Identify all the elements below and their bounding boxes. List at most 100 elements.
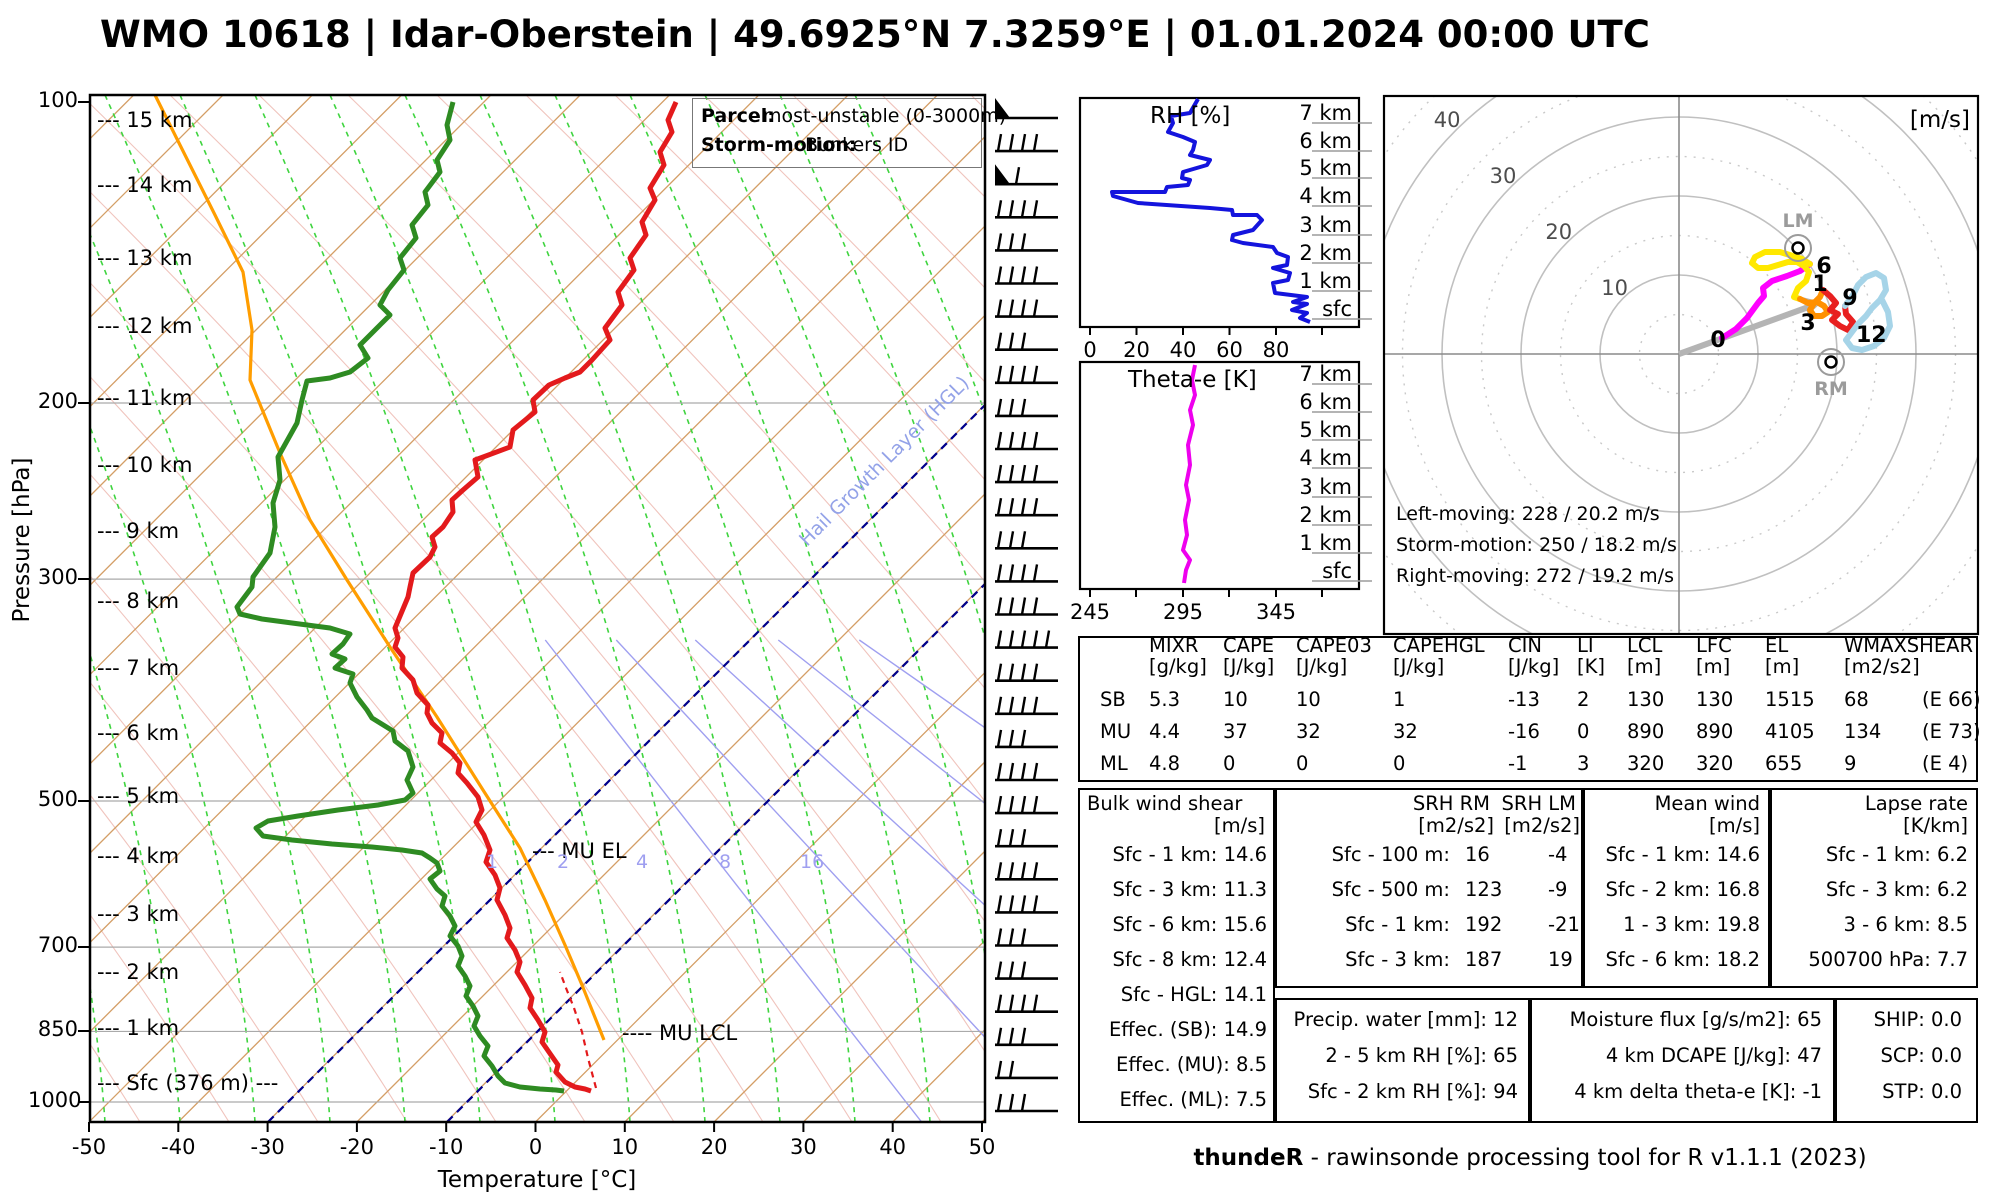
thetae-level-label: 2 km xyxy=(1299,503,1352,527)
parcel-table-header: CIN xyxy=(1508,634,1542,657)
temperature-tick-label: 20 xyxy=(700,1135,728,1159)
height-label: --- 2 km xyxy=(97,960,180,984)
moisture-flux-row: 4 km delta theta-e [K]: -1 xyxy=(1574,1080,1822,1103)
mean-wind-title: Mean wind xyxy=(1654,792,1760,815)
parcel-cell-effective: (E 73) xyxy=(1922,720,1981,743)
dry-adiabat-line xyxy=(614,95,985,481)
bulk-shear-row: Sfc - 6 km: 15.6 xyxy=(1112,913,1267,936)
hodograph-trace-segment xyxy=(1820,287,1856,333)
rh-level-label: 4 km xyxy=(1299,184,1352,208)
isotherm-line xyxy=(90,95,760,765)
temperature-tick-label: -40 xyxy=(161,1135,196,1159)
temperature-tick-label: -50 xyxy=(71,1135,107,1159)
moisture-flux-row: 4 km DCAPE [J/kg]: 47 xyxy=(1605,1044,1822,1067)
moisture-flux-box xyxy=(1530,998,1835,1123)
dry-adiabat-line xyxy=(90,913,230,1122)
wind-barb xyxy=(995,696,1058,716)
srh-lm-value: 19 xyxy=(1548,948,1573,971)
srh-rm-value: 187 xyxy=(1465,948,1503,971)
wind-barb xyxy=(995,597,1058,616)
wind-barb xyxy=(995,994,1058,1014)
wind-barb xyxy=(995,564,1058,583)
parcel-table-header: LCL xyxy=(1627,634,1663,657)
srh-rm-value: 16 xyxy=(1465,843,1490,866)
hodograph-trace-segment xyxy=(1719,261,1813,341)
wind-barb xyxy=(995,133,1058,153)
thetae-curve xyxy=(1181,364,1197,584)
pressure-tick-label: 700 xyxy=(37,933,78,957)
parcel-cell: 0 xyxy=(1577,720,1590,743)
parcel-table-unit: [m] xyxy=(1765,655,1800,678)
lapse-rate-row: Sfc - 3 km: 6.2 xyxy=(1825,878,1968,901)
dry-adiabat-line xyxy=(90,793,319,1122)
parcel-cell: 4.8 xyxy=(1149,752,1181,775)
isotherm-line xyxy=(90,225,985,1122)
parcel-table-unit: [g/kg] xyxy=(1149,655,1207,678)
right-mover-marker xyxy=(1824,355,1838,369)
lapse-rate-unit: [K/km] xyxy=(1903,814,1968,837)
parcel-row-label: MU xyxy=(1100,720,1132,743)
bulk-shear-row: Sfc - HGL: 14.1 xyxy=(1120,983,1267,1006)
parcel-table-unit: [m] xyxy=(1696,655,1731,678)
right-mover-label: RM xyxy=(1814,378,1848,400)
parcel-cell: 1 xyxy=(1393,688,1406,711)
parcel-cell: 320 xyxy=(1627,752,1665,775)
srh-lm-unit: [m2/s2] xyxy=(1504,814,1580,837)
parcel-cell: 4105 xyxy=(1765,720,1815,743)
wind-barb xyxy=(995,497,1058,517)
parcel-table-unit: [m] xyxy=(1627,655,1662,678)
parcel-cell: 5.3 xyxy=(1149,688,1181,711)
mu-el-label: --- MU EL xyxy=(532,839,627,863)
height-label: --- 4 km xyxy=(97,844,180,868)
height-label: --- Sfc (376 m) --- xyxy=(97,1071,279,1095)
srh-rm-value: 123 xyxy=(1465,878,1503,901)
moist-adiabat-line xyxy=(629,95,931,1122)
precip-row: Precip. water [mm]: 12 xyxy=(1293,1008,1518,1031)
wind-barb xyxy=(995,630,1058,649)
mixing-ratio-label: 4 xyxy=(636,851,649,873)
precip-row: 2 - 5 km RH [%]: 65 xyxy=(1325,1044,1518,1067)
height-label: --- 10 km xyxy=(97,453,193,477)
parcel-table-unit: [m2/s2] xyxy=(1844,655,1920,678)
parcel-cell: 130 xyxy=(1627,688,1665,711)
mixing-ratio-label: 8 xyxy=(719,851,732,873)
mixing-ratio-line xyxy=(544,639,923,1122)
thetae-panel-title: Theta-e [K] xyxy=(1128,367,1257,393)
thetae-level-label: sfc xyxy=(1322,559,1352,583)
parcel-cell: 134 xyxy=(1844,720,1882,743)
dry-adiabat-line xyxy=(90,681,408,1122)
wind-barb xyxy=(995,431,1058,451)
parcel-row-label: ML xyxy=(1100,752,1128,775)
rh-x-tick-label: 20 xyxy=(1123,338,1150,362)
srh-box xyxy=(1275,788,1583,988)
lapse-rate-row: 3 - 6 km: 8.5 xyxy=(1843,913,1968,936)
rh-level-label: 5 km xyxy=(1299,156,1352,180)
isotherm-line xyxy=(90,95,581,587)
dry-adiabat-line xyxy=(90,191,853,1122)
hodograph-height-label: 12 xyxy=(1856,323,1887,348)
parcel-table-header: EL xyxy=(1765,634,1789,657)
lapse-rate-row: 500700 hPa: 7.7 xyxy=(1808,948,1968,971)
left-mover-marker xyxy=(1791,241,1805,255)
parcel-table-header: LI xyxy=(1577,634,1594,657)
isotherm-line xyxy=(713,850,985,1122)
skewt-plot-area xyxy=(90,95,985,1122)
parcel-cell: 2 xyxy=(1577,688,1590,711)
parcel-cell: 32 xyxy=(1296,720,1321,743)
parcel-table-unit: [J/kg] xyxy=(1223,655,1275,678)
hodograph-ring-label: 40 xyxy=(1433,108,1461,133)
mean-wind-row: Sfc - 1 km: 14.6 xyxy=(1605,843,1760,866)
dry-adiabat-line xyxy=(792,95,985,289)
parcel-table-header: MIXR xyxy=(1149,634,1199,657)
parcel-cell: 32 xyxy=(1393,720,1418,743)
composite-index-row: SCP: 0.0 xyxy=(1880,1044,1962,1067)
thetae-level-label: 6 km xyxy=(1299,390,1352,414)
wind-barb xyxy=(995,398,1058,418)
temperature-tick-label: -30 xyxy=(250,1135,285,1159)
rh-curve xyxy=(1110,98,1311,324)
isotherm-line xyxy=(802,939,985,1122)
srh-row-label: Sfc - 100 m: xyxy=(1331,843,1450,866)
height-label: --- 5 km xyxy=(97,784,180,808)
